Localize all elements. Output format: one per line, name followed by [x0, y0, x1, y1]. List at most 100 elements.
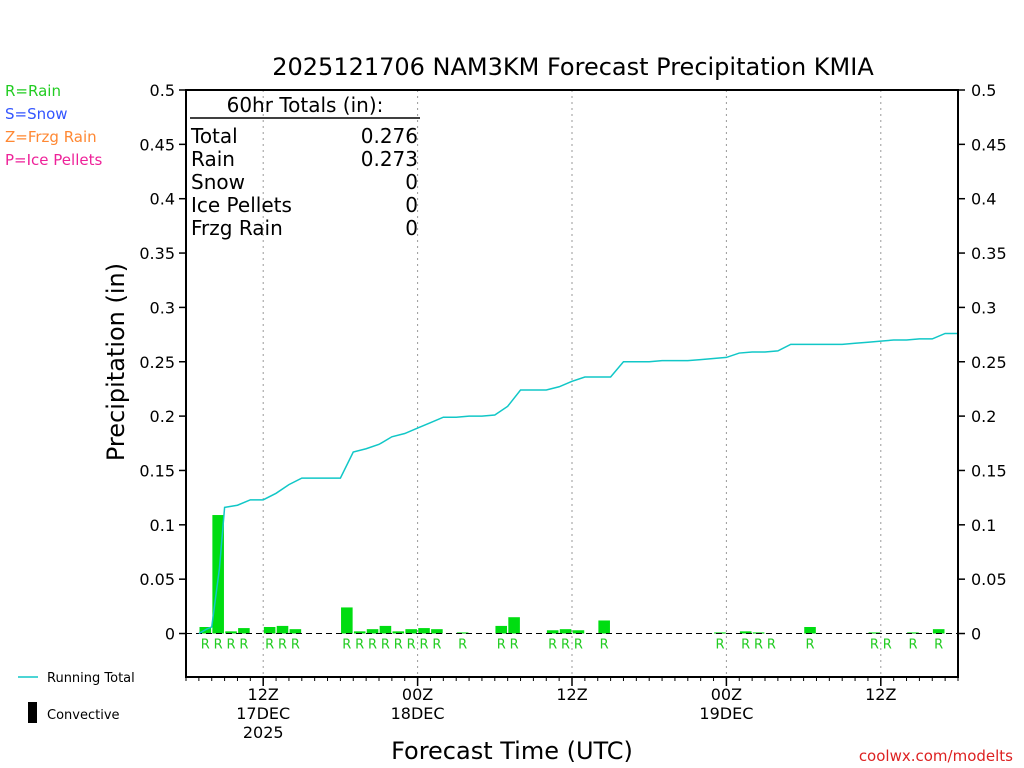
precip-type-label: R	[381, 638, 390, 653]
x-tick-label-time: 12Z	[248, 685, 279, 704]
precip-type-label: R	[754, 638, 763, 653]
precip-type-label: R	[574, 638, 583, 653]
precip-bar	[932, 629, 945, 634]
precip-type-legend: R=Rain S=Snow Z=Frzg Rain P=Ice Pellets	[5, 82, 102, 169]
precip-type-label: R	[510, 638, 519, 653]
chart-title: 2025121706 NAM3KM Forecast Precipitation…	[272, 53, 874, 81]
precip-type-label: R	[291, 638, 300, 653]
precip-bar	[392, 631, 405, 634]
x-tick-label-date: 18DEC	[391, 704, 445, 723]
precip-type-label: R	[239, 638, 248, 653]
convective-legend-label: Convective	[47, 708, 120, 723]
y-tick-label-left: 0.3	[150, 298, 175, 317]
totals-value: 0.273	[361, 147, 418, 171]
precip-bar	[752, 632, 765, 634]
x-tick-label-year: 2025	[243, 723, 284, 742]
y-tick-label-left: 0.05	[139, 570, 175, 589]
totals-title: 60hr Totals (in):	[227, 93, 384, 117]
y-tick-label-left: 0	[165, 625, 175, 644]
x-tick-label-date: 19DEC	[699, 704, 753, 723]
precip-type-label: R	[458, 638, 467, 653]
series-legend: Running Total Convective	[18, 671, 135, 723]
type-legend-entry: P=Ice Pellets	[5, 151, 102, 169]
y-axis-label: Precipitation (in)	[102, 263, 130, 461]
precip-bar	[868, 632, 881, 634]
precip-bar	[546, 630, 559, 634]
y-tick-label-left: 0.5	[150, 81, 175, 100]
precip-type-label: R	[201, 638, 210, 653]
precip-type-label: R	[278, 638, 287, 653]
totals-value: 0	[405, 170, 418, 194]
totals-label: Snow	[191, 170, 245, 194]
precip-bar	[508, 617, 520, 634]
y-tick-label-right: 0.35	[971, 244, 1007, 263]
precip-type-label: R	[355, 638, 364, 653]
precip-type-label: R	[265, 638, 274, 653]
y-tick-label-right: 0.15	[971, 461, 1007, 480]
totals-value: 0.276	[361, 124, 418, 148]
type-legend-entry: R=Rain	[5, 82, 61, 100]
precip-bar	[418, 628, 430, 634]
precip-type-label: R	[806, 638, 815, 653]
bar-series	[199, 515, 945, 634]
gridlines	[262, 90, 882, 677]
totals-label: Frzg Rain	[191, 216, 283, 240]
precip-type-label: R	[497, 638, 506, 653]
precip-type-label: R	[407, 638, 416, 653]
precip-bar	[907, 632, 919, 634]
type-legend-entry: S=Snow	[5, 105, 68, 123]
precip-type-label: R	[767, 638, 776, 653]
x-tick-label-time: 00Z	[402, 685, 433, 704]
y-tick-label-right: 0	[971, 625, 981, 644]
precip-bar	[289, 629, 302, 634]
precip-type-label: R	[870, 638, 879, 653]
precip-bar	[572, 630, 585, 634]
totals-value: 0	[405, 193, 418, 217]
totals-label: Rain	[191, 147, 235, 171]
precip-type-label: R	[715, 638, 724, 653]
y-tick-label-right: 0.5	[971, 81, 996, 100]
precip-type-label: R	[214, 638, 223, 653]
precip-type-label: R	[561, 638, 570, 653]
precip-type-label: R	[934, 638, 943, 653]
y-tick-label-left: 0.4	[150, 190, 175, 209]
precip-bar	[238, 628, 250, 634]
x-tick-label-time: 12Z	[865, 685, 896, 704]
y-axis-left: 0 0.05 0.1 0.15 0.2 0.25 0.3 0.35 0.4 0.45 0.5	[139, 81, 186, 644]
running-total-line	[198, 332, 958, 635]
y-tick-label-right: 0.3	[971, 298, 996, 317]
y-tick-label-right: 0.25	[971, 353, 1007, 372]
precip-bar	[225, 631, 237, 634]
precip-bar	[353, 631, 366, 634]
y-axis-right: 0 0.05 0.1 0.15 0.2 0.25 0.3 0.35 0.4 0.45 0.5	[958, 81, 1007, 644]
totals-box: 60hr Totals (in): Total 0.276 Rain 0.273 Snow…	[190, 93, 420, 240]
y-tick-label-right: 0.2	[971, 407, 996, 426]
credit-link[interactable]: coolwx.com/modelts	[859, 747, 1013, 765]
y-tick-label-right: 0.05	[971, 570, 1007, 589]
y-tick-label-left: 0.35	[139, 244, 175, 263]
precip-type-label: R	[908, 638, 917, 653]
precip-type-label: R	[368, 638, 377, 653]
convective-swatch	[28, 702, 37, 723]
y-tick-label-right: 0.4	[971, 190, 996, 209]
precip-type-label: R	[741, 638, 750, 653]
y-tick-label-right: 0.1	[971, 516, 996, 535]
precip-bar	[559, 629, 572, 634]
totals-label: Ice Pellets	[191, 193, 292, 217]
precip-bar	[276, 625, 289, 634]
precip-bar	[495, 625, 508, 634]
precip-type-label: R	[548, 638, 557, 653]
x-tick-label-date: 17DEC	[236, 704, 290, 723]
precip-bar	[456, 632, 469, 634]
precip-type-label: R	[420, 638, 429, 653]
precip-type-label: R	[432, 638, 441, 653]
precip-bar	[714, 632, 726, 634]
precip-bar	[366, 629, 379, 634]
precip-type-label: R	[600, 638, 609, 653]
precip-bar	[341, 607, 353, 634]
y-tick-label-left: 0.2	[150, 407, 175, 426]
x-tick-label-time: 00Z	[711, 685, 742, 704]
